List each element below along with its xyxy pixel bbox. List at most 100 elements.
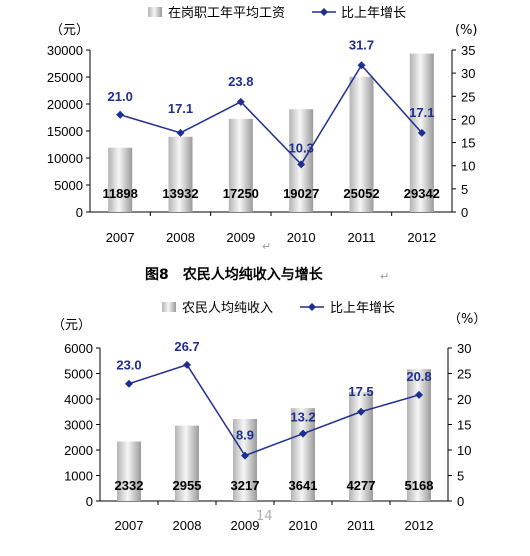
left-unit-label: （元） [52,318,91,333]
chart-1-legend: 在岗职工年平均工资 比上年增长 [148,6,406,21]
line-value-label: 13.2 [290,410,315,425]
right-tick-label: 20 [461,112,475,127]
growth-line [128,363,420,457]
left-tick-label: 0 [76,205,83,220]
chart-2-rural-income: 农民人均纯收入 比上年增长 （元） （%） 0 1000 2000 3000 4000 5… [52,301,486,533]
bar [117,441,141,501]
bar [233,418,257,501]
right-tick-label: 20 [457,392,471,407]
left-tick-label: 15000 [47,124,83,139]
line-point [116,110,125,119]
left-tick-label: 0 [86,494,93,509]
x-tick-label: 2007 [106,230,135,245]
right-tick-label: 5 [457,469,464,484]
legend-bar-swatch [148,7,162,17]
bar-value-label: 3217 [231,478,260,493]
legend-bar-swatch [162,302,176,312]
x-tick-label: 2010 [287,230,316,245]
figure-8-title: 图8 农民人均纯收入与增长 [145,266,324,283]
right-unit-label: (%) [455,23,478,38]
legend-line-label: 比上年增长 [330,301,395,316]
line-value-label: 20.8 [406,369,431,384]
line-value-label: 17.1 [409,105,434,120]
line-value-label: 23.0 [116,358,141,373]
x-tick-label: 2011 [348,230,376,245]
line-point [417,128,426,137]
bar-value-label: 25052 [343,186,379,201]
legend-bar-label: 在岗职工年平均工资 [168,6,285,21]
bar-value-label: 4277 [347,478,376,493]
x-tick-label: 2009 [226,230,255,245]
x-tick-label: 2011 [347,518,375,533]
line-point [176,128,185,137]
left-tick-label: 6000 [64,341,93,356]
bar-value-label: 2332 [115,478,144,493]
bar-value-label: 2955 [173,478,202,493]
legend-line-marker [308,303,316,311]
x-tick-label: 2009 [231,518,260,533]
title-paragraph-mark: ↵ [380,270,389,283]
right-unit-label: （%） [448,312,486,327]
left-tick-label: 2000 [64,443,93,458]
bar-value-label: 11898 [102,186,137,201]
right-tick-label: 35 [461,43,475,58]
line-value-label: 31.7 [349,37,374,52]
right-tick-label: 10 [457,443,471,458]
x-tick-label: 2008 [166,230,195,245]
legend-line-marker [320,8,328,16]
right-tick-label: 15 [461,136,475,151]
left-tick-label: 3000 [64,418,93,433]
left-tick-label: 1000 [64,469,93,484]
right-tick-label: 10 [461,159,475,174]
line-value-label: 21.0 [108,89,133,104]
bar-value-label: 3641 [289,478,318,493]
x-tick-label: 2012 [405,518,434,533]
right-tick-label: 30 [457,341,471,356]
left-tick-label: 25000 [47,70,83,85]
line-point [183,360,191,369]
x-tick-label: 2008 [173,518,202,533]
bar [108,147,133,212]
line-point [297,160,306,169]
line-value-label: 26.7 [174,339,199,354]
right-tick-label: 0 [457,494,464,509]
left-tick-label: 20000 [47,97,83,112]
left-tick-label: 5000 [64,367,93,382]
bar-value-label: 19027 [283,186,319,201]
bar-value-label: 29342 [404,186,440,201]
bar-value-label: 5168 [405,478,434,493]
legend-line-label: 比上年增长 [341,6,406,21]
tick-paragraph-mark: ↵ [262,240,271,253]
left-tick-label: 10000 [47,151,83,166]
line-value-label: 10.3 [289,140,314,155]
line-point [357,61,366,70]
left-tick-label: 5000 [54,178,83,193]
page-number: 14 [256,509,273,524]
line-value-label: 17.5 [348,384,373,399]
line-point [241,451,249,460]
line-point [299,429,307,438]
line-point [236,97,245,106]
x-tick-label: 2010 [289,518,318,533]
bar [349,76,374,212]
x-tick-label: 2007 [115,518,144,533]
right-tick-label: 30 [461,66,475,81]
line-point [415,390,423,399]
line-point [125,379,133,388]
line-value-label: 8.9 [236,428,254,443]
bar [175,425,199,501]
bar-value-label: 13932 [162,186,198,201]
bar-value-label: 17250 [223,186,259,201]
legend-bar-label: 农民人均纯收入 [182,301,273,316]
left-tick-label: 4000 [64,392,93,407]
bar [228,118,253,212]
line-point [357,407,365,416]
left-tick-label: 30000 [47,43,83,58]
left-unit-label: （元） [50,23,89,38]
growth-line [119,64,423,166]
right-tick-label: 0 [461,205,468,220]
right-tick-label: 25 [457,367,471,382]
right-tick-label: 5 [461,182,468,197]
right-tick-label: 15 [457,418,471,433]
